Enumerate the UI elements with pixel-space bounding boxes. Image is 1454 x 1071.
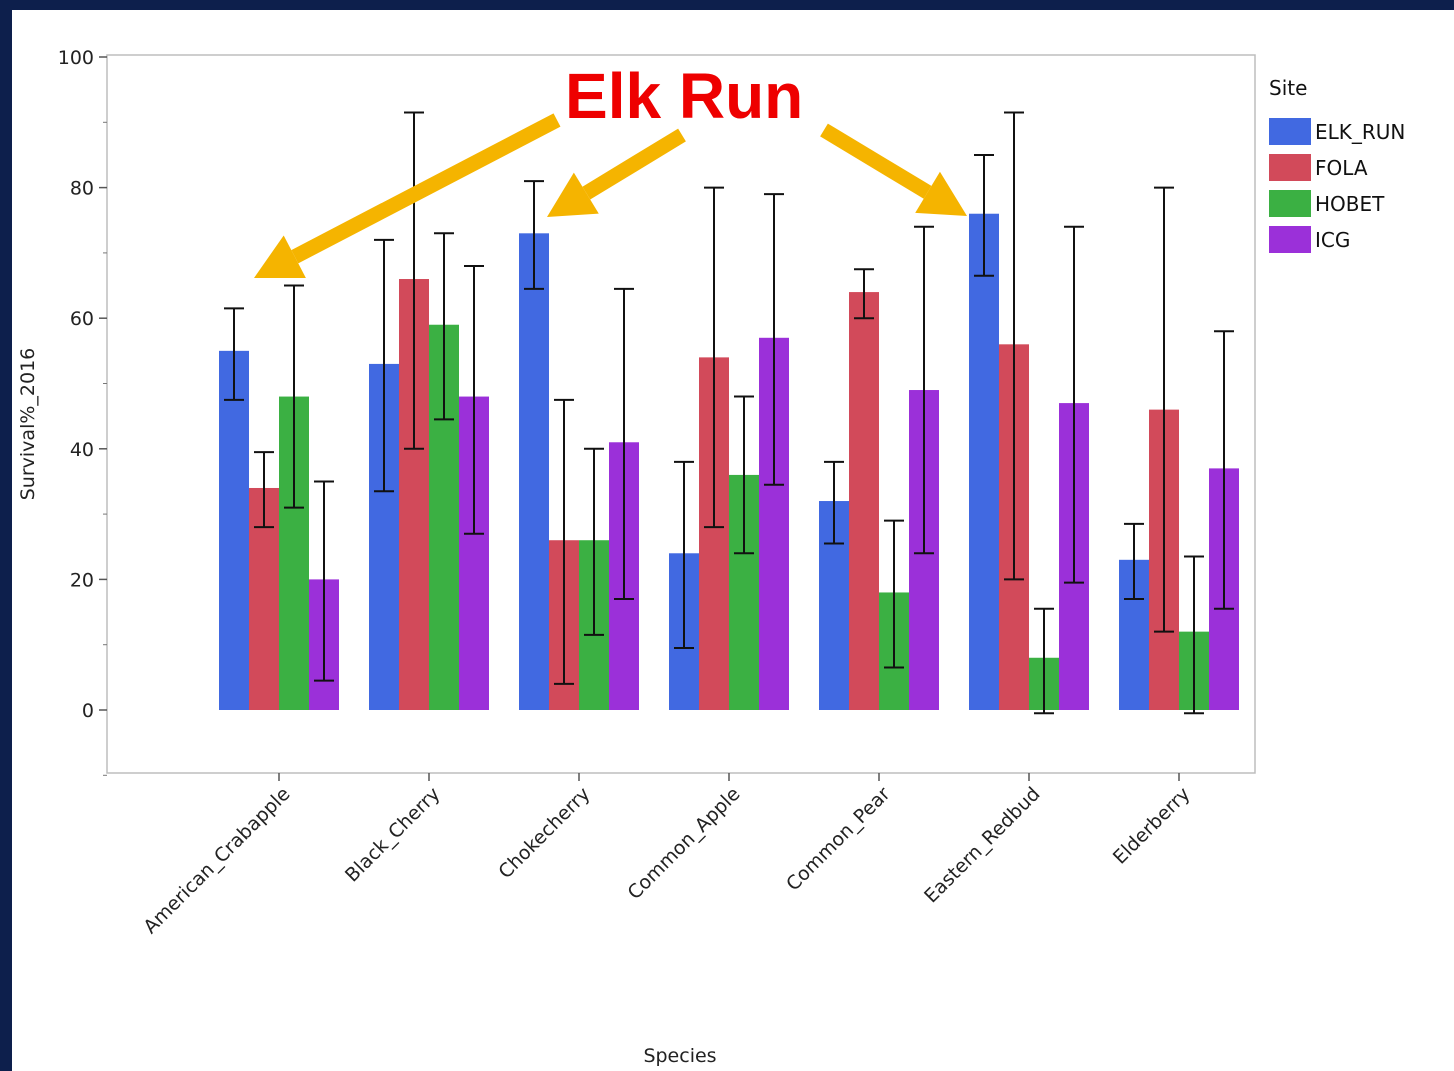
y-tick-label: 80 bbox=[70, 178, 94, 200]
legend-swatch-icg bbox=[1269, 226, 1311, 253]
x-tick-label: Chokecherry bbox=[494, 783, 594, 883]
arrow-head bbox=[254, 235, 306, 279]
bar-elk-run-eastern-redbud bbox=[969, 213, 999, 710]
y-axis-title: Survival%_2016 bbox=[17, 348, 39, 501]
y-tick-label: 100 bbox=[58, 47, 94, 69]
bar-elk-run-american-crabapple bbox=[219, 350, 249, 710]
x-tick-label: Black_Cherry bbox=[341, 783, 445, 887]
legend-swatch-hobet bbox=[1269, 190, 1311, 217]
legend-swatch-elk-run bbox=[1269, 118, 1311, 145]
arrow-head bbox=[915, 171, 967, 216]
chart-frame: 0 20 40 60 80 100 American_Crabapple Black_Che… bbox=[12, 10, 1454, 1071]
x-tick-label: Common_Apple bbox=[623, 783, 744, 904]
arrow-head bbox=[547, 172, 599, 217]
legend-label: ICG bbox=[1315, 228, 1350, 252]
y-tick-label: 40 bbox=[70, 439, 94, 461]
x-tick-label: Common_Pear bbox=[782, 783, 895, 896]
arrow-shaft bbox=[291, 113, 561, 264]
legend-swatch-fola bbox=[1269, 154, 1311, 181]
bar-chart: 0 20 40 60 80 100 American_Crabapple Black_Che… bbox=[17, 47, 1405, 1067]
arrow-shaft bbox=[582, 128, 686, 200]
arrow-shaft bbox=[820, 123, 932, 199]
y-tick-label: 0 bbox=[82, 700, 94, 722]
legend-label: ELK_RUN bbox=[1315, 120, 1405, 144]
annotation-arrows bbox=[254, 113, 967, 279]
legend-label: HOBET bbox=[1315, 192, 1385, 216]
y-tick-label: 60 bbox=[70, 308, 94, 330]
x-tick-label: Eastern_Redbud bbox=[920, 783, 1044, 907]
x-axis-title: Species bbox=[643, 1045, 716, 1067]
annotation-label: Elk Run bbox=[565, 60, 803, 132]
legend-label: FOLA bbox=[1315, 156, 1368, 180]
bar-fola-common-pear bbox=[849, 292, 879, 710]
y-tick-label: 20 bbox=[70, 569, 94, 591]
bar-elk-run-chokecherry bbox=[519, 233, 549, 710]
x-tick-label: Elderberry bbox=[1109, 783, 1195, 869]
x-tick-label: American_Crabapple bbox=[139, 783, 294, 938]
legend: Site ELK_RUN FOLA HOBET ICG bbox=[1269, 76, 1405, 253]
legend-title: Site bbox=[1269, 76, 1307, 100]
